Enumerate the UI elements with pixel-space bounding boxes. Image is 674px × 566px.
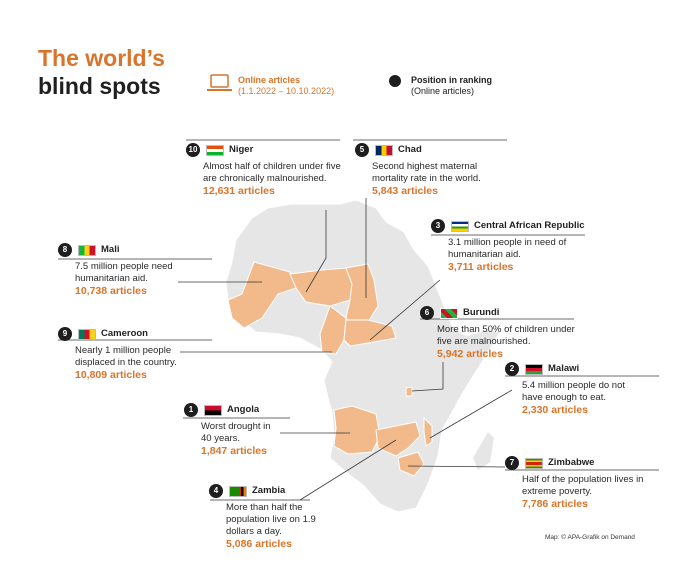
article-count: 10,809 articles	[75, 369, 147, 381]
rank-badge: 8	[58, 243, 72, 257]
country-description: 7.5 million people need humanitarian aid…	[75, 261, 173, 284]
legend-position-ranking: Position in ranking (Online articles)	[411, 75, 492, 97]
article-count: 5,942 articles	[437, 348, 503, 360]
central-african-republic-shape	[343, 319, 397, 347]
article-count: 7,786 articles	[522, 498, 588, 510]
country-description: More than 50% of children under five are…	[437, 324, 575, 347]
title-line-2: blind spots	[38, 73, 161, 99]
card-central-african-republic: 3 Central African Republic 3.1 million p…	[431, 219, 585, 274]
country-description: 5.4 million people do not have enough to…	[522, 380, 625, 403]
zimbabwe-pointer-line	[407, 465, 506, 468]
article-count: 3,711 articles	[448, 261, 514, 273]
card-burundi: 6 Burundi More than 50% of children unde…	[420, 306, 575, 361]
rank-badge: 2	[505, 362, 519, 376]
central-african-republic-flag-icon	[451, 220, 469, 232]
country-name: Cameroon	[101, 328, 148, 339]
burundi-shape	[405, 386, 413, 397]
card-malawi: 2 Malawi 5.4 million people do not have …	[505, 362, 655, 417]
article-count: 10,738 articles	[75, 285, 147, 297]
angola-shape	[333, 405, 381, 455]
card-niger: 10 Niger Almost half of children under f…	[186, 143, 344, 198]
madagascar	[473, 432, 494, 470]
country-description: 3.1 million people in need of humanitari…	[448, 237, 567, 260]
malawi-pointer-line	[429, 389, 513, 439]
country-name: Burundi	[463, 307, 500, 318]
niger-flag-icon	[206, 144, 224, 156]
rank-badge: 5	[355, 143, 369, 157]
rank-badge: 7	[505, 456, 519, 470]
rank-badge: 3	[431, 219, 445, 233]
map-credit: Map: © APA-Grafik on Demand	[545, 534, 635, 541]
country-name: Zimbabwe	[548, 457, 595, 468]
zambia-flag-icon	[229, 485, 247, 497]
card-zimbabwe: 7 Zimbabwe Half of the population lives …	[505, 456, 660, 511]
country-description: More than half the population live on 1.…	[226, 502, 316, 537]
country-name: Angola	[227, 404, 260, 415]
legend-online-label: Online articles	[238, 75, 301, 85]
legend-rank-label: Position in ranking	[411, 75, 493, 85]
card-chad: 5 Chad Second highest maternal mortality…	[355, 143, 505, 198]
rank-badge: 6	[420, 306, 434, 320]
chad-flag-icon	[375, 144, 393, 156]
niger-pointer-line	[305, 210, 327, 293]
burundi-flag-icon	[440, 307, 458, 319]
legend-rank-sub: (Online articles)	[411, 86, 475, 96]
country-description: Almost half of children under five are c…	[203, 161, 341, 184]
article-count: 1,847 articles	[201, 445, 267, 457]
laptop-icon	[207, 74, 232, 91]
rank-badge: 10	[186, 143, 200, 157]
legend-online-range: (1.1.2022 – 10.10.2022)	[238, 86, 335, 96]
country-name: Central African Republic	[474, 220, 585, 231]
cameroon-shape	[319, 305, 347, 355]
mali-flag-icon	[78, 244, 96, 256]
article-count: 5,086 articles	[226, 538, 292, 550]
burundi-pointer-line	[411, 362, 444, 392]
country-name: Niger	[229, 144, 254, 155]
rank-badge: 9	[58, 327, 72, 341]
angola-flag-icon	[204, 404, 222, 416]
country-name: Zambia	[252, 485, 286, 496]
zimbabwe-flag-icon	[525, 457, 543, 469]
article-count: 12,631 articles	[203, 185, 275, 197]
rank-badge: 4	[209, 484, 223, 498]
title-line-1: The world’s	[38, 45, 165, 71]
ranking-dot-icon	[389, 75, 401, 87]
card-mali: 8 Mali 7.5 million people need humanitar…	[58, 243, 208, 298]
country-description: Nearly 1 million people displaced in the…	[75, 345, 177, 368]
country-name: Chad	[398, 144, 422, 155]
card-cameroon: 9 Cameroon Nearly 1 million people displ…	[58, 327, 208, 382]
country-description: Worst drought in 40 years.	[201, 421, 271, 444]
zimbabwe-shape	[397, 451, 425, 477]
rank-badge: 1	[184, 403, 198, 417]
legend-online-articles: Online articles (1.1.2022 – 10.10.2022)	[238, 75, 334, 97]
page-title: The world’s blind spots	[38, 44, 165, 100]
country-name: Malawi	[548, 363, 580, 374]
cameroon-flag-icon	[78, 328, 96, 340]
card-angola: 1 Angola Worst drought in 40 years. 1,84…	[184, 403, 294, 458]
country-name: Mali	[101, 244, 120, 255]
article-count: 5,843 articles	[372, 185, 438, 197]
country-description: Second highest maternal mortality rate i…	[372, 161, 481, 184]
malawi-flag-icon	[525, 363, 543, 375]
car-pointer-line	[369, 279, 441, 341]
article-count: 2,330 articles	[522, 404, 588, 416]
malawi-shape	[423, 416, 433, 447]
card-zambia: 4 Zambia More than half the population l…	[209, 484, 319, 551]
country-description: Half of the population lives in extreme …	[522, 474, 644, 497]
zambia-pointer-line	[299, 439, 397, 501]
